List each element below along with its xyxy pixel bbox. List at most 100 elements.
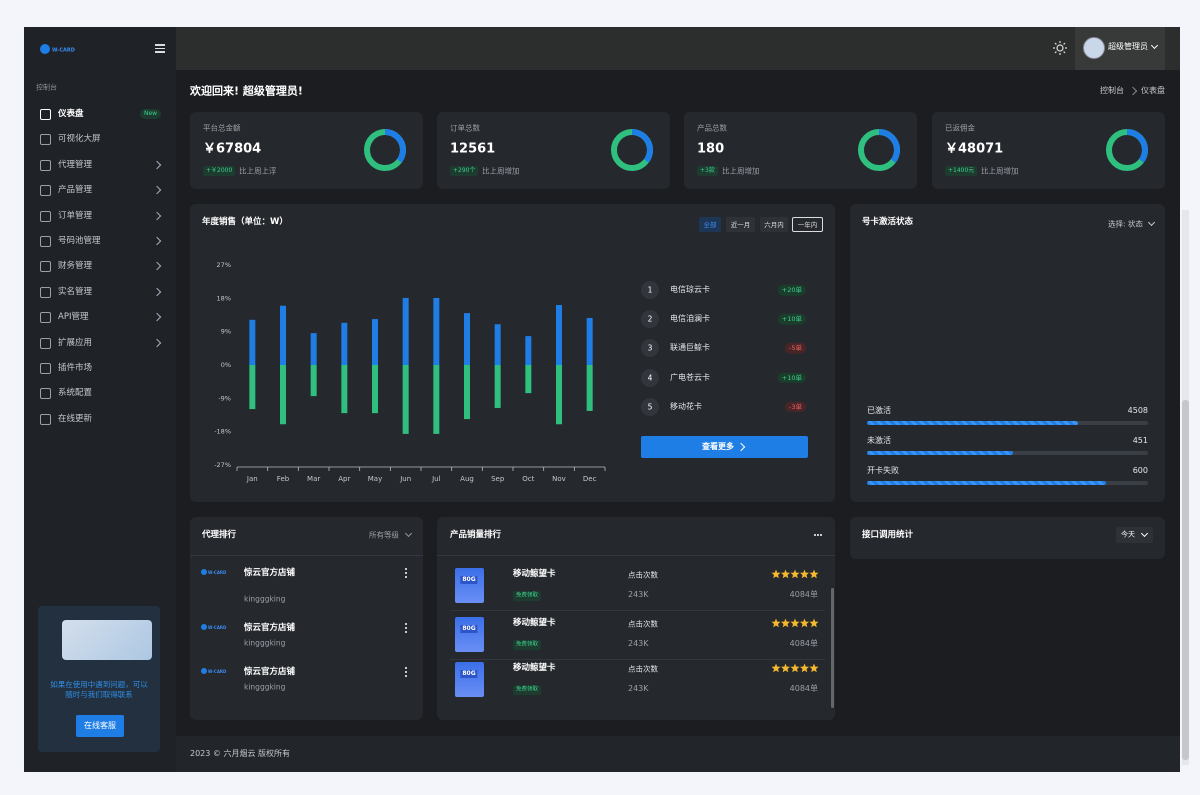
kebab-dot[interactable] [405, 576, 408, 579]
help-text: 如果在使用中遇到问题，可以随时与我们取得联系 [50, 680, 148, 699]
rank-circle [641, 310, 659, 329]
breadcrumb: 仪表盘 [1141, 86, 1165, 95]
tab[interactable] [792, 217, 823, 232]
donut-arc [611, 129, 653, 171]
api-filter-box[interactable] [1116, 527, 1153, 543]
menu-label: 在线更新 [58, 413, 93, 424]
api-filter[interactable]: 今天 [1121, 530, 1135, 539]
stat-note: 比上周增加 [722, 166, 760, 176]
kebab-dot[interactable] [405, 627, 408, 630]
kebab-dot[interactable] [405, 572, 408, 575]
user-name[interactable]: 超级管理员 [1108, 42, 1148, 51]
tab-label[interactable]: 近一月 [730, 220, 751, 229]
rank-number: 5 [647, 402, 653, 412]
kebab-dot[interactable] [405, 667, 408, 670]
bar [525, 365, 532, 394]
menu-icon [40, 261, 51, 273]
star [809, 618, 819, 628]
kebab-dot[interactable] [405, 671, 408, 674]
stat-value: 12561 [450, 141, 496, 157]
bar [586, 317, 593, 365]
bar [280, 305, 286, 365]
agent-logo: W-CARD [208, 570, 227, 575]
kebab-dot[interactable] [405, 623, 408, 626]
menu-dot[interactable] [820, 534, 822, 536]
scroll-thumb[interactable] [1182, 400, 1189, 760]
menu-toggle[interactable] [155, 51, 165, 53]
menu-item[interactable] [30, 306, 170, 328]
theme-toggle[interactable] [1052, 40, 1068, 56]
products-scrollbar [831, 588, 834, 708]
greeting: 欢迎回来! 超级管理员! [190, 84, 303, 98]
tab[interactable] [699, 217, 721, 232]
star [771, 618, 781, 628]
help-button-label[interactable]: 在线客服 [84, 721, 116, 730]
product-clicks: 243K [628, 590, 649, 599]
rank-delta: +10单 [777, 313, 806, 325]
tab[interactable] [760, 217, 788, 232]
product-metric: 点击次数 [628, 619, 658, 629]
star [781, 663, 790, 673]
stat-label: 平台总金额 [203, 123, 241, 133]
stat-note: 比上周增加 [981, 166, 1019, 176]
rank-name: 联通巨鲸卡 [670, 343, 710, 353]
kebab-dot[interactable] [405, 568, 408, 571]
product-tag: 免费领取 [513, 640, 542, 650]
bar [525, 336, 532, 365]
menu-toggle[interactable] [155, 44, 165, 46]
tab-label[interactable]: 六月内 [764, 220, 784, 229]
product-image [455, 662, 484, 697]
y-tick-label: 18% [217, 294, 231, 302]
menu-item[interactable] [30, 357, 170, 379]
menu-item[interactable] [30, 255, 170, 277]
stars [771, 663, 819, 673]
bar [586, 365, 593, 411]
x-tick-label: Mar [307, 475, 320, 483]
rank-circle [641, 281, 659, 299]
activation-filter[interactable]: 选择: 状态 [1108, 219, 1143, 229]
tab[interactable] [726, 217, 755, 232]
menu-icon [40, 337, 51, 349]
divider [190, 555, 423, 556]
menu-toggle[interactable] [155, 47, 165, 50]
kebab-dot[interactable] [405, 675, 408, 678]
more-label[interactable]: 查看更多 [702, 442, 734, 451]
menu-item[interactable] [30, 281, 170, 303]
product-image [455, 617, 484, 652]
x-tick-label: Apr [338, 475, 350, 483]
tab-label[interactable]: 全部 [703, 220, 717, 229]
agents-title: 代理排行 [202, 529, 237, 540]
agents-filter[interactable]: 所有等级 [369, 530, 399, 540]
menu-item[interactable] [30, 205, 170, 227]
rank-name: 电信洎澜卡 [670, 314, 710, 324]
bar [249, 319, 256, 365]
product-orders: 4084单 [789, 684, 818, 693]
donut-arc [364, 129, 406, 171]
menu-item[interactable] [30, 332, 170, 354]
help-button[interactable] [76, 715, 124, 737]
agent-handle: kingggking [244, 638, 286, 648]
menu-dot[interactable] [817, 534, 819, 536]
menu-item[interactable] [30, 408, 170, 430]
rank-number: 2 [647, 314, 653, 324]
stat-card [684, 112, 917, 189]
menu-item[interactable] [30, 154, 170, 176]
bar [310, 333, 317, 365]
x-tick-label: Jul [431, 475, 441, 483]
tab-label[interactable]: 一年内 [797, 220, 818, 229]
menu-item[interactable] [30, 179, 170, 201]
more-button[interactable] [641, 436, 808, 458]
stat-value: 180 [697, 141, 725, 157]
bar [310, 365, 317, 397]
product-name: 移动鲸望卡 [513, 662, 556, 673]
menu-item[interactable] [30, 382, 170, 404]
menu-label: 产品管理 [58, 184, 93, 195]
breadcrumb[interactable]: 控制台 [1100, 86, 1124, 95]
y-tick-label: 0% [221, 361, 231, 369]
bar [341, 322, 348, 365]
menu-label: 插件市场 [58, 362, 93, 373]
progress-fill [867, 421, 1078, 425]
kebab-dot[interactable] [405, 631, 408, 634]
menu-dot[interactable] [814, 534, 816, 536]
status-value: 4508 [1127, 406, 1148, 415]
